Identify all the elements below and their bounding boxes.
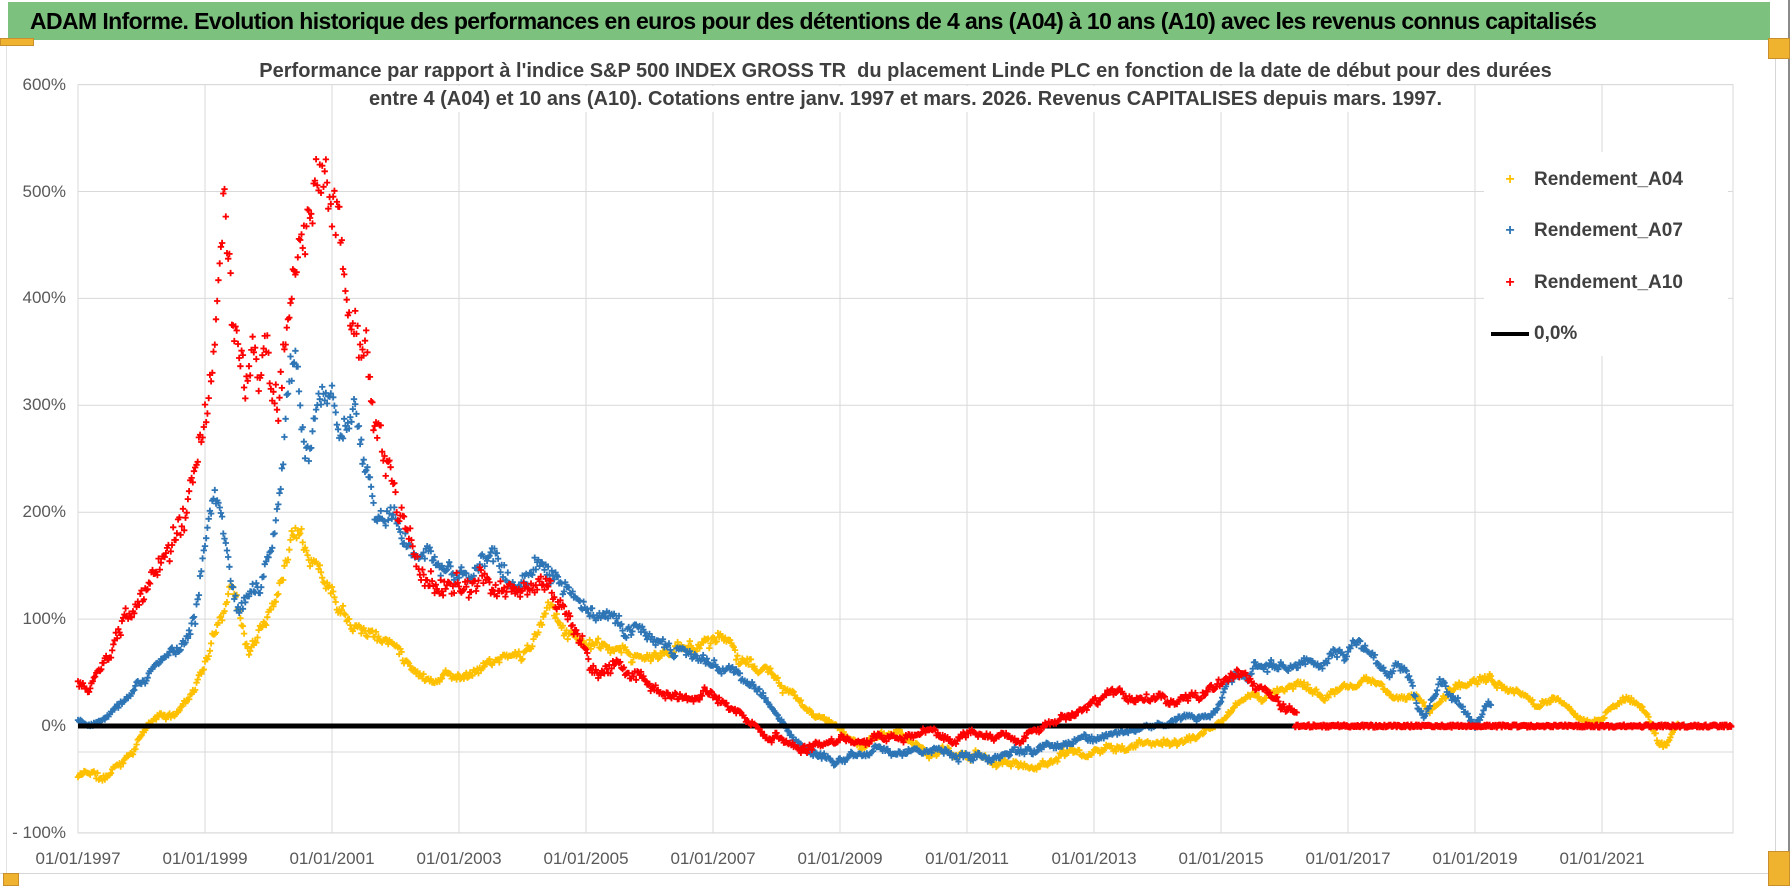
y-axis-label-400: 400% bbox=[22, 288, 66, 307]
resize-handle-top-right[interactable] bbox=[1768, 38, 1790, 59]
legend bbox=[1484, 152, 1728, 356]
x-axis-label-2009: 01/01/2009 bbox=[797, 849, 883, 868]
series-Rendement_A07[interactable] bbox=[74, 347, 1495, 769]
x-axis-label-2013: 01/01/2013 bbox=[1051, 849, 1137, 868]
y-axis-label-neg100: - 100% bbox=[12, 823, 66, 842]
x-axis-label-2011: 01/01/2011 bbox=[925, 849, 1009, 868]
legend-item-zero-line[interactable]: 0,0% bbox=[1490, 321, 1730, 347]
x-axis-label-2005: 01/01/2005 bbox=[543, 849, 629, 868]
chart-title: Performance par rapport à l'indice S&P 5… bbox=[78, 58, 1733, 114]
legend-label: Rendement_A10 bbox=[1534, 272, 1683, 293]
chart-frame-left bbox=[6, 44, 7, 874]
page-title: ADAM Informe. Evolution historique des p… bbox=[30, 7, 1597, 34]
chart-frame-right bbox=[1775, 44, 1776, 874]
x-axis-label-1997: 01/01/1997 bbox=[35, 849, 121, 868]
y-axis-label-100: 100% bbox=[22, 609, 66, 628]
x-axis-label-2001: 01/01/2001 bbox=[289, 849, 375, 868]
y-axis-label-300: 300% bbox=[22, 395, 66, 414]
x-axis-label-1999: 01/01/1999 bbox=[162, 849, 248, 868]
x-axis-label-2017: 01/01/2017 bbox=[1305, 849, 1391, 868]
x-axis-label-2019: 01/01/2019 bbox=[1432, 849, 1518, 868]
series-Rendement_A10-flat-zero[interactable] bbox=[1291, 721, 1735, 731]
legend-item-rendement-a07[interactable]: + Rendement_A07 bbox=[1490, 218, 1730, 244]
x-axis-label-2015: 01/01/2015 bbox=[1178, 849, 1264, 868]
chart-title-line1: Performance par rapport à l'indice S&P 5… bbox=[253, 58, 1558, 84]
plus-marker-icon: + bbox=[1505, 171, 1515, 188]
legend-item-rendement-a10[interactable]: + Rendement_A10 bbox=[1490, 270, 1730, 296]
x-axis-label-2007: 01/01/2007 bbox=[670, 849, 756, 868]
plus-marker-icon: + bbox=[1505, 274, 1515, 291]
header-bar: ADAM Informe. Evolution historique des p… bbox=[8, 2, 1770, 40]
legend-label: 0,0% bbox=[1534, 323, 1578, 344]
resize-handle-bottom-left[interactable] bbox=[3, 873, 19, 886]
y-axis-label-600: 600% bbox=[22, 75, 66, 94]
y-axis-label-500: 500% bbox=[22, 182, 66, 201]
chart-frame-bottom bbox=[0, 873, 1790, 874]
series-Rendement_A10[interactable] bbox=[74, 156, 1300, 756]
y-axis-label-200: 200% bbox=[22, 502, 66, 521]
resize-handle-bottom-right[interactable] bbox=[1768, 851, 1790, 886]
window-right-border bbox=[1788, 0, 1790, 886]
zero-line-swatch bbox=[1491, 332, 1529, 336]
legend-label: Rendement_A04 bbox=[1534, 169, 1683, 190]
resize-handle-top-left[interactable] bbox=[0, 38, 34, 46]
x-axis-label-2003: 01/01/2003 bbox=[416, 849, 502, 868]
legend-label: Rendement_A07 bbox=[1534, 220, 1683, 241]
chart-title-line2: entre 4 (A04) et 10 ans (A10). Cotations… bbox=[362, 86, 1449, 112]
plus-marker-icon: + bbox=[1505, 222, 1515, 239]
y-axis-label-0: 0% bbox=[41, 716, 66, 735]
legend-item-rendement-a04[interactable]: + Rendement_A04 bbox=[1490, 167, 1730, 193]
x-axis-label-2021: 01/01/2021 bbox=[1559, 849, 1645, 868]
